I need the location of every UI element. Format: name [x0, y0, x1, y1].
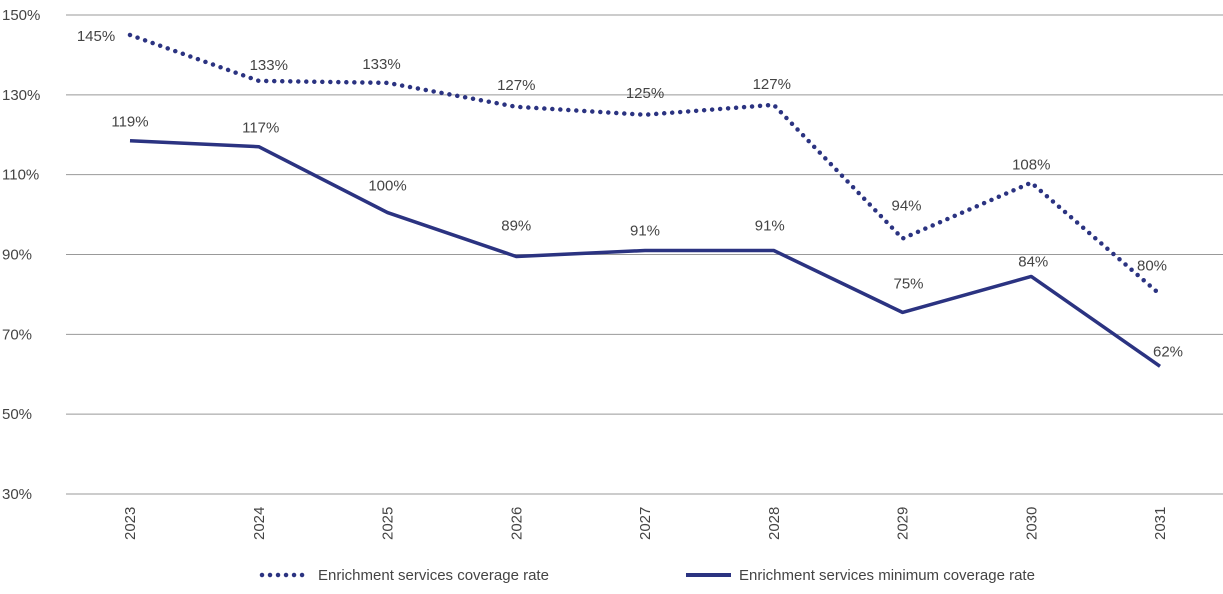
x-tick-label: 2023	[122, 507, 139, 540]
y-tick-label: 90%	[2, 247, 32, 264]
x-tick-label: 2030	[1023, 507, 1040, 540]
data-label: 100%	[368, 178, 406, 195]
y-tick-label: 110%	[2, 167, 39, 184]
data-label: 127%	[497, 77, 535, 94]
data-label: 127%	[753, 76, 791, 93]
series-line-coverage-rate	[127, 32, 1163, 297]
data-label: 108%	[1012, 157, 1050, 174]
x-tick-label: 2029	[895, 507, 912, 540]
data-label: 133%	[250, 57, 288, 74]
series-lines	[127, 32, 1163, 368]
data-label: 84%	[1018, 253, 1048, 270]
data-label: 94%	[891, 198, 921, 215]
data-label: 80%	[1137, 257, 1167, 274]
legend: Enrichment services coverage rate Enrichm…	[259, 567, 1035, 584]
y-tick-label: 50%	[2, 406, 32, 423]
series-line-minimum-coverage-rate	[129, 138, 1162, 368]
y-tick-label: 70%	[2, 326, 32, 343]
y-tick-label: 130%	[2, 87, 40, 104]
data-label: 133%	[362, 56, 400, 73]
data-label: 117%	[242, 120, 279, 137]
data-label: 75%	[893, 275, 923, 292]
y-tick-label: 150%	[2, 7, 40, 24]
x-tick-label: 2024	[251, 507, 268, 540]
data-label: 145%	[77, 28, 115, 45]
legend-label: Enrichment services minimum coverage rat…	[739, 567, 1035, 584]
data-label: 125%	[626, 85, 664, 102]
x-tick-label: 2025	[380, 507, 397, 540]
data-label: 62%	[1153, 343, 1183, 360]
y-axis-ticks: 30% 50% 70% 90% 110% 130% 150%	[2, 7, 40, 503]
y-tick-label: 30%	[2, 486, 32, 503]
legend-label: Enrichment services coverage rate	[318, 567, 549, 584]
x-tick-label: 2028	[766, 507, 783, 540]
data-label: 119%	[111, 114, 148, 131]
data-labels: 145% 133% 133% 127% 125% 127% 94% 108% 80% 119% 11…	[77, 28, 1183, 360]
data-label: 91%	[630, 223, 660, 240]
gridlines	[66, 14, 1223, 495]
data-label: 89%	[501, 217, 531, 234]
x-tick-label: 2026	[508, 507, 525, 540]
x-tick-label: 2031	[1152, 507, 1169, 540]
x-axis-ticks: 2023 2024 2025 2026 2027 2028 2029 2030 2031	[122, 507, 1169, 540]
x-tick-label: 2027	[637, 507, 654, 540]
data-label: 91%	[755, 218, 785, 235]
